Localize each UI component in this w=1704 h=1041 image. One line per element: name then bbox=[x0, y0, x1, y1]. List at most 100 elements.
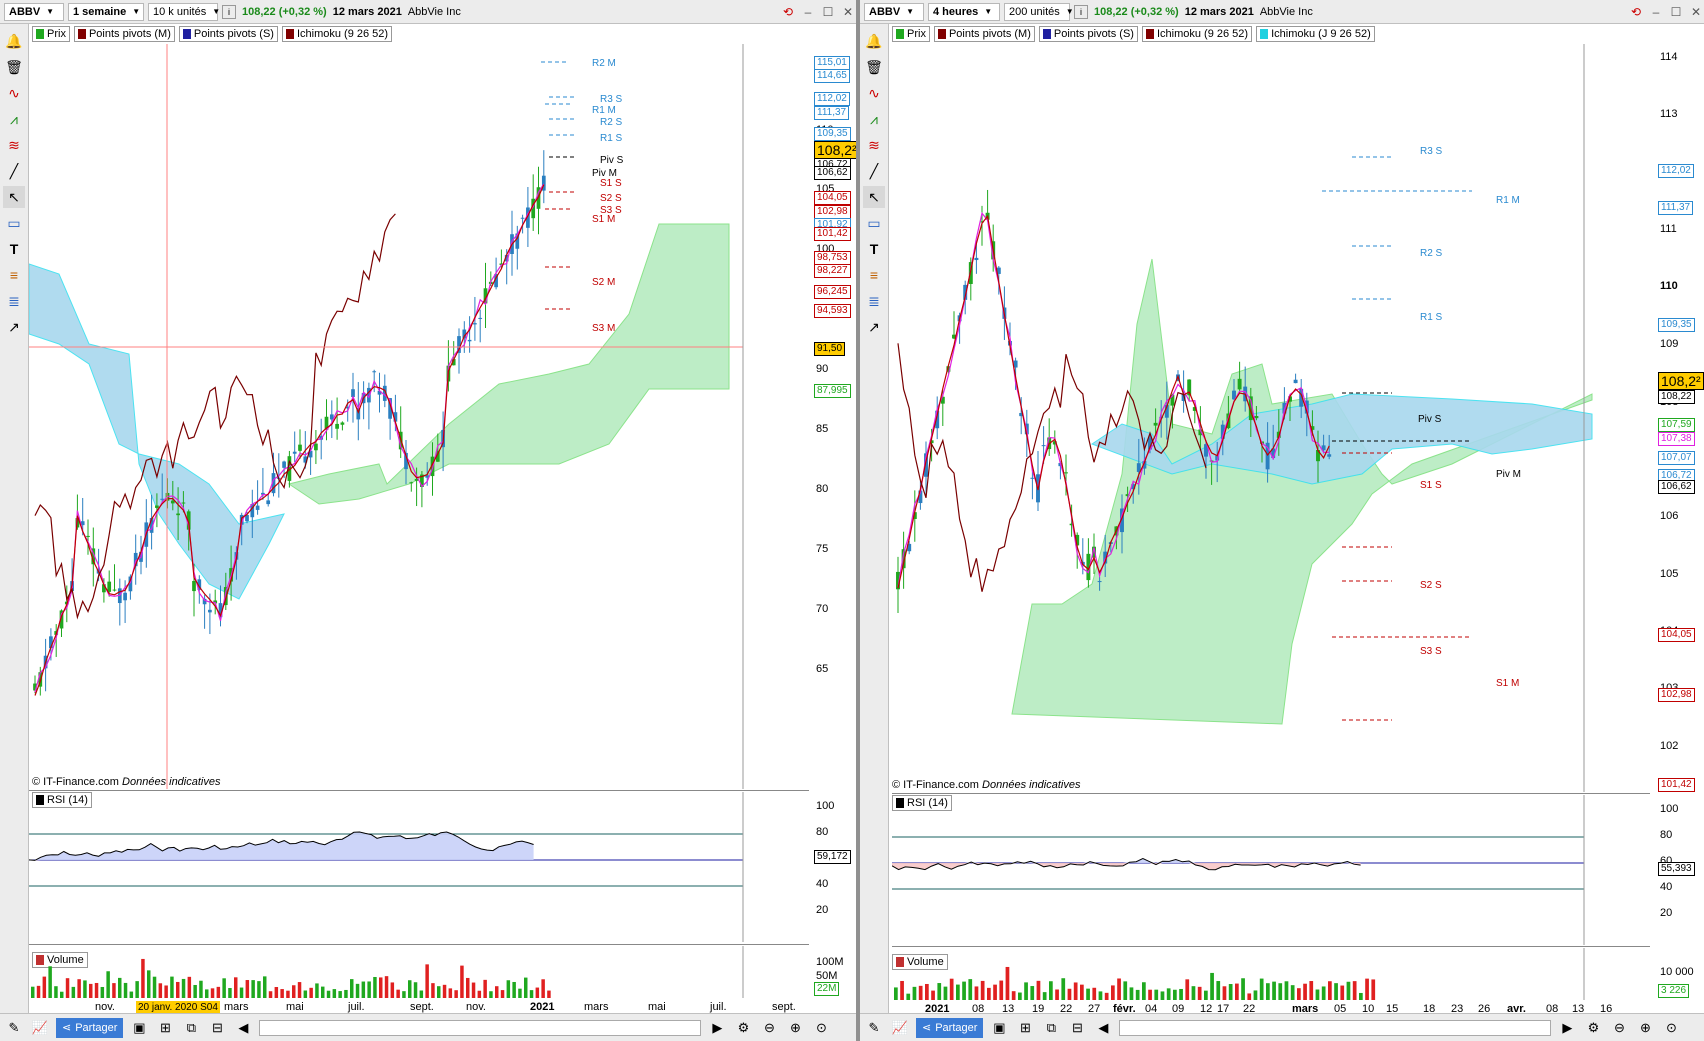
settings-zoom-icon[interactable]: ⚙ bbox=[737, 1019, 750, 1035]
left-volume-legend[interactable]: Volume bbox=[32, 952, 88, 968]
close-icon[interactable]: ✕ bbox=[1690, 4, 1702, 19]
right-share-button[interactable]: ⋖ Partager bbox=[916, 1017, 984, 1038]
curve-tool-icon[interactable]: ∿ bbox=[868, 84, 880, 101]
panel-divider[interactable] bbox=[856, 0, 860, 1041]
right-price-chart[interactable] bbox=[892, 44, 1650, 792]
line-tool-icon[interactable]: ╱ bbox=[869, 162, 879, 179]
line-tool-icon[interactable]: ╱ bbox=[9, 162, 19, 179]
chart-type-icon[interactable]: 📈 bbox=[31, 1019, 49, 1035]
layout-icon[interactable]: ⊟ bbox=[211, 1019, 223, 1035]
legend-item-ichimoku[interactable]: Ichimoku (9 26 52) bbox=[281, 26, 393, 42]
left-rsi-chart[interactable] bbox=[29, 792, 809, 942]
curve-tool-icon[interactable]: ∿ bbox=[8, 84, 20, 101]
right-timeframe-select[interactable]: 4 heures ▼ bbox=[928, 2, 1000, 21]
arrow-tool-icon[interactable]: ↗ bbox=[868, 318, 880, 335]
fibonacci-tool-icon[interactable]: ≡ bbox=[869, 267, 879, 283]
right-units-select[interactable]: 200 unités ▼ bbox=[1004, 2, 1074, 21]
indicator-icon[interactable]: ⊞ bbox=[159, 1019, 171, 1035]
zigzag-tool-icon[interactable]: ⩘ bbox=[870, 110, 878, 127]
fibonacci-fan-icon[interactable]: ≣ bbox=[8, 292, 20, 309]
scroll-right-icon[interactable]: ▶ bbox=[712, 1019, 723, 1035]
right-rsi-chart[interactable] bbox=[892, 795, 1650, 945]
reset-zoom-icon[interactable]: ⊙ bbox=[815, 1019, 827, 1035]
compare-icon[interactable]: ⧉ bbox=[1046, 1019, 1057, 1035]
bell-icon[interactable]: 🔔 bbox=[865, 32, 883, 49]
wave-tool-icon[interactable]: ≋ bbox=[8, 136, 20, 153]
rectangle-tool-icon[interactable]: ▭ bbox=[867, 214, 881, 231]
bell-icon[interactable]: 🔔 bbox=[5, 32, 23, 49]
candle-body bbox=[946, 366, 951, 372]
scroll-left-icon[interactable]: ◀ bbox=[238, 1019, 249, 1035]
cursor-icon[interactable]: ↖ bbox=[3, 186, 25, 208]
left-symbol-select[interactable]: ABBV ▼ bbox=[4, 2, 64, 21]
zoom-out-icon[interactable]: ⊖ bbox=[1613, 1019, 1625, 1035]
minimize-icon[interactable]: – bbox=[1652, 4, 1660, 19]
zoom-out-icon[interactable]: ⊖ bbox=[763, 1019, 775, 1035]
legend-item-pivots-monthly[interactable]: Points pivots (M) bbox=[73, 26, 175, 42]
right-rsi-legend[interactable]: RSI (14) bbox=[892, 795, 952, 811]
volume-bar bbox=[968, 979, 973, 1000]
scroll-left-icon[interactable]: ◀ bbox=[1098, 1019, 1109, 1035]
close-icon[interactable]: ✕ bbox=[842, 4, 854, 19]
right-volume-chart[interactable] bbox=[892, 948, 1650, 1000]
info-icon[interactable]: i bbox=[222, 4, 236, 19]
zoom-in-icon[interactable]: ⊕ bbox=[789, 1019, 801, 1035]
left-price-chart[interactable] bbox=[29, 44, 809, 789]
info-icon[interactable]: i bbox=[1074, 4, 1088, 19]
cursor-icon[interactable]: ↖ bbox=[863, 186, 885, 208]
fibonacci-tool-icon[interactable]: ≡ bbox=[9, 267, 19, 283]
right-horizontal-scrollbar[interactable] bbox=[1119, 1019, 1552, 1036]
right-volume-legend[interactable]: Volume bbox=[892, 954, 948, 970]
candle-body bbox=[499, 263, 504, 265]
screenshot-icon[interactable]: ▣ bbox=[133, 1019, 146, 1035]
legend-item-price[interactable]: Prix bbox=[892, 26, 930, 42]
settings-zoom-icon[interactable]: ⚙ bbox=[1587, 1019, 1600, 1035]
chart-type-icon[interactable]: 📈 bbox=[891, 1019, 909, 1035]
legend-item-pivots-weekly[interactable]: Points pivots (S) bbox=[1038, 26, 1138, 42]
refresh-icon[interactable]: ⟲ bbox=[1630, 4, 1642, 19]
candle-body bbox=[308, 450, 313, 458]
volume-bar bbox=[1297, 988, 1301, 1000]
legend-item-ichimoku[interactable]: Ichimoku (9 26 52) bbox=[1141, 26, 1253, 42]
text-tool-icon[interactable]: T bbox=[9, 241, 19, 257]
volume-bar bbox=[1042, 992, 1047, 1000]
indicator-icon[interactable]: ⊞ bbox=[1019, 1019, 1031, 1035]
legend-item-pivots-monthly[interactable]: Points pivots (M) bbox=[933, 26, 1035, 42]
compare-icon[interactable]: ⧉ bbox=[186, 1019, 197, 1035]
legend-item-pivots-weekly[interactable]: Points pivots (S) bbox=[178, 26, 278, 42]
wave-tool-icon[interactable]: ≋ bbox=[868, 136, 880, 153]
legend-item-ichimoku-j[interactable]: Ichimoku (J 9 26 52) bbox=[1256, 26, 1375, 42]
fibonacci-fan-icon[interactable]: ≣ bbox=[868, 292, 880, 309]
rectangle-tool-icon[interactable]: ▭ bbox=[7, 214, 21, 231]
zoom-in-icon[interactable]: ⊕ bbox=[1639, 1019, 1651, 1035]
pencil-icon[interactable]: ✎ bbox=[868, 1019, 880, 1035]
layout-icon[interactable]: ⊟ bbox=[1071, 1019, 1083, 1035]
trash-icon[interactable]: 🗑 bbox=[865, 58, 883, 75]
right-symbol-select[interactable]: ABBV ▼ bbox=[864, 2, 924, 21]
maximize-icon[interactable]: ☐ bbox=[1670, 4, 1682, 19]
minimize-icon[interactable]: – bbox=[804, 4, 812, 19]
reset-zoom-icon[interactable]: ⊙ bbox=[1665, 1019, 1677, 1035]
pencil-icon[interactable]: ✎ bbox=[8, 1019, 20, 1035]
left-rsi-legend[interactable]: RSI (14) bbox=[32, 792, 92, 808]
left-share-button[interactable]: ⋖ Partager bbox=[56, 1017, 124, 1038]
candle-body bbox=[271, 473, 276, 494]
scroll-right-icon[interactable]: ▶ bbox=[1562, 1019, 1573, 1035]
candle-body bbox=[123, 592, 127, 601]
volume-bar bbox=[216, 986, 221, 998]
left-volume-chart[interactable] bbox=[29, 946, 809, 998]
volume-bar bbox=[477, 990, 482, 998]
text-tool-icon[interactable]: T bbox=[869, 241, 879, 257]
zigzag-tool-icon[interactable]: ⩘ bbox=[10, 110, 18, 127]
trash-icon[interactable]: 🗑 bbox=[5, 58, 23, 75]
maximize-icon[interactable]: ☐ bbox=[822, 4, 834, 19]
legend-item-price[interactable]: Prix bbox=[32, 26, 70, 42]
arrow-tool-icon[interactable]: ↗ bbox=[8, 318, 20, 335]
refresh-icon[interactable]: ⟲ bbox=[782, 4, 794, 19]
screenshot-icon[interactable]: ▣ bbox=[993, 1019, 1006, 1035]
right-quote: i 108,22 (+0,32 %) 12 mars 2021 AbbVie I… bbox=[1074, 4, 1313, 19]
time-tick-label: 23 bbox=[1451, 1003, 1464, 1015]
left-timeframe-select[interactable]: 1 semaine ▼ bbox=[68, 2, 144, 21]
left-units-select[interactable]: 10 k unités ▼ bbox=[148, 2, 220, 21]
left-horizontal-scrollbar[interactable] bbox=[259, 1019, 702, 1036]
